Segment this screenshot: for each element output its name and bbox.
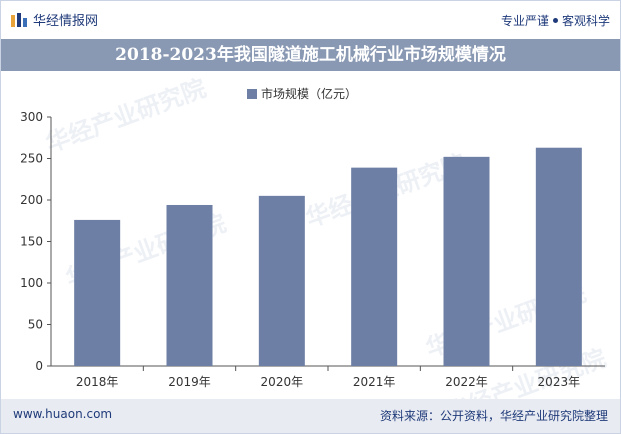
legend-label: 市场规模（亿元） bbox=[261, 87, 358, 101]
footer-source: 资料来源：公开资料，华经产业研究院整理 bbox=[379, 409, 608, 423]
brand-name: 华经情报网 bbox=[33, 14, 99, 29]
x-tick-label: 2023年 bbox=[538, 375, 581, 389]
bar bbox=[166, 204, 213, 366]
title-bar: 2018-2023年我国隧道施工机械行业市场规模情况 bbox=[1, 39, 620, 71]
bar bbox=[74, 219, 121, 366]
x-tick-label: 2022年 bbox=[445, 375, 488, 389]
legend: 市场规模（亿元） bbox=[247, 85, 357, 102]
tagline-left: 专业严谨 bbox=[500, 14, 549, 28]
x-tick-label: 2021年 bbox=[353, 375, 396, 389]
y-tick-label: 100 bbox=[20, 276, 43, 290]
footer-url[interactable]: www.huaon.com bbox=[13, 407, 113, 421]
legend-swatch bbox=[247, 88, 257, 99]
y-tick-label: 0 bbox=[35, 359, 43, 373]
y-tick-label: 150 bbox=[20, 235, 43, 249]
top-bar: 华经情报网 专业严谨 客观科学 bbox=[1, 1, 620, 39]
bar bbox=[258, 195, 305, 366]
separator-dot-icon bbox=[552, 18, 558, 23]
y-tick-label: 300 bbox=[20, 110, 43, 124]
chart-title: 2018-2023年我国隧道施工机械行业市场规模情况 bbox=[115, 45, 506, 65]
x-tick-label: 2019年 bbox=[168, 375, 211, 389]
bar bbox=[443, 156, 490, 366]
y-tick-label: 50 bbox=[28, 318, 43, 332]
y-tick-label: 200 bbox=[20, 193, 43, 207]
brand: 华经情报网 bbox=[11, 10, 98, 29]
bar bbox=[351, 167, 398, 366]
tagline-right: 客观科学 bbox=[561, 14, 610, 28]
brand-logo-icon bbox=[11, 12, 27, 27]
x-tick-label: 2018年 bbox=[76, 375, 119, 389]
y-tick-label: 250 bbox=[20, 152, 43, 166]
footer: www.huaon.com 资料来源：公开资料，华经产业研究院整理 bbox=[1, 399, 620, 433]
tagline: 专业严谨 客观科学 bbox=[501, 12, 610, 29]
x-tick-label: 2020年 bbox=[261, 375, 304, 389]
bar bbox=[535, 147, 582, 366]
